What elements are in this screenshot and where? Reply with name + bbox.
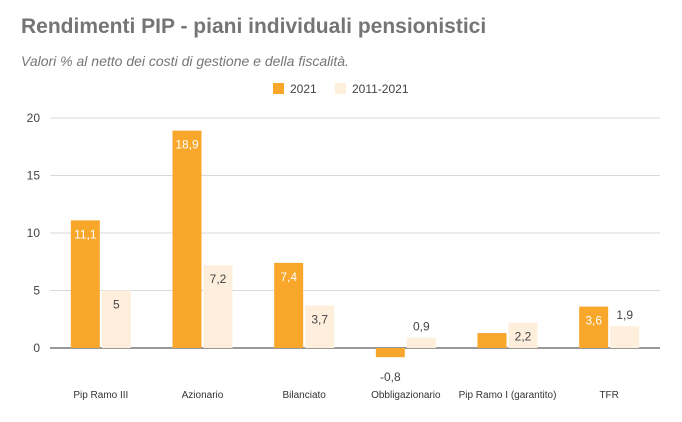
legend-label: 2021 [290, 82, 317, 96]
x-tick-label: Pip Ramo III [73, 390, 128, 401]
data-label: 11,1 [74, 227, 97, 241]
data-label: 7,4 [280, 270, 297, 284]
bar [305, 305, 335, 348]
bar [101, 290, 131, 348]
chart-title: Rendimenti PIP - piani individuali pensi… [21, 15, 487, 38]
y-tick-label: 10 [27, 226, 41, 240]
data-label: 1,9 [616, 308, 633, 322]
data-label: 18,9 [175, 138, 199, 152]
data-label: 7,2 [210, 272, 227, 286]
bar [203, 265, 233, 348]
bar [274, 262, 304, 348]
data-label: 2,2 [515, 330, 532, 344]
data-label: 0,9 [413, 320, 430, 334]
data-label: -0,8 [380, 370, 401, 384]
data-label: 3,7 [311, 312, 328, 326]
x-tick-label: TFR [599, 390, 618, 401]
x-axis-labels: Pip Ramo III Azionario Bilanciato Obbligazi… [73, 390, 619, 401]
data-label: 5 [113, 298, 120, 312]
bars: 11,1 5 18,9 7,2 7,4 3,7 -0,8 0,9 2,2 3,6 1,9 [70, 130, 640, 384]
legend: 2021 2011-2021 [273, 82, 409, 96]
x-tick-label: Bilanciato [282, 390, 326, 401]
x-tick-label: Obbligazionario [371, 390, 441, 401]
y-tick-label: 20 [27, 111, 41, 125]
y-tick-label: 0 [33, 341, 40, 355]
x-tick-label: Pip Ramo I (garantito) [459, 390, 557, 401]
bar [579, 306, 609, 348]
legend-swatch [273, 83, 284, 94]
bar [406, 337, 436, 348]
chart-subtitle: Valori % al netto dei costi di gestione … [21, 53, 349, 69]
bar [70, 220, 100, 348]
data-label: 3,6 [585, 314, 602, 328]
x-tick-label: Azionario [182, 390, 224, 401]
legend-swatch [335, 83, 346, 94]
legend-label: 2011-2021 [352, 82, 409, 96]
y-tick-label: 5 [33, 284, 40, 298]
bar [375, 348, 405, 358]
gridlines: 0 5 10 15 20 [27, 111, 660, 355]
bar [477, 333, 507, 348]
bar [610, 326, 640, 348]
bar [508, 322, 538, 348]
bar [172, 130, 202, 348]
y-tick-label: 15 [27, 169, 41, 183]
